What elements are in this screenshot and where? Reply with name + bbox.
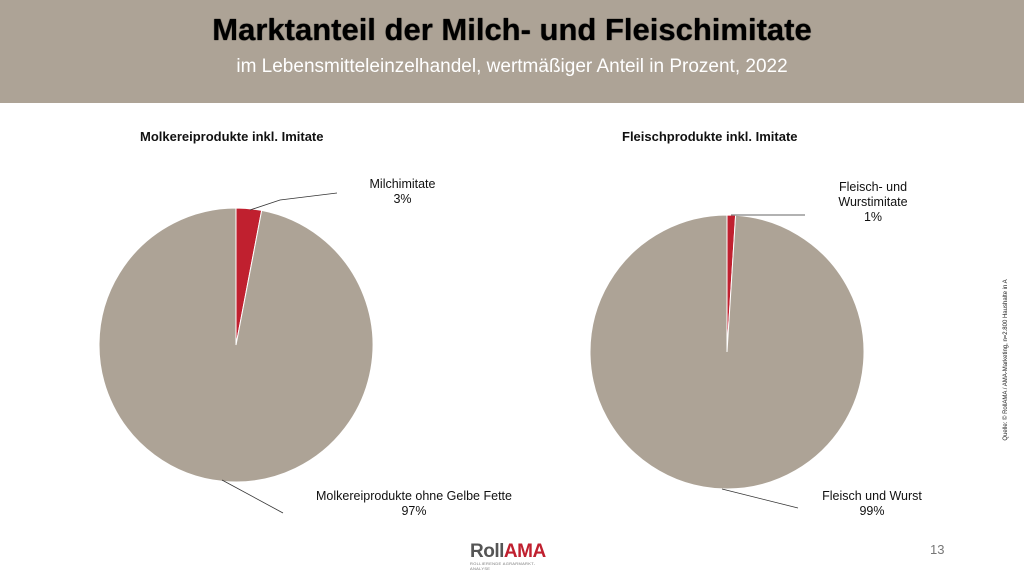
page-subtitle: im Lebensmitteleinzelhandel, wertmäßiger… — [236, 56, 788, 77]
chart-title-dairy: Molkereiprodukte inkl. Imitate — [140, 129, 324, 144]
slice-value: 97% — [401, 504, 427, 518]
pie-slice-0-1 — [98, 207, 374, 483]
slice-value: 1% — [863, 210, 883, 224]
header-banner: Marktanteil der Milch- und Fleischimitat… — [0, 0, 1024, 103]
pie-chart-dairy — [98, 192, 374, 514]
pie-chart-meat — [589, 214, 865, 509]
slice-name: Milchimitate — [369, 177, 436, 191]
slice-name: Fleisch und Wurst — [822, 489, 922, 503]
slice-label-meat-imitations: Fleisch- und Wurstimitate 1% — [818, 180, 928, 225]
slice-label-meat-products: Fleisch und Wurst 99% — [812, 489, 932, 519]
pie-slice-1-1 — [589, 214, 865, 490]
slice-label-dairy-products: Molkereiprodukte ohne Gelbe Fette 97% — [296, 489, 532, 519]
slice-value: 3% — [393, 192, 412, 206]
page-title: Marktanteil der Milch- und Fleischimitat… — [212, 12, 812, 47]
slice-label-milk-imitations: Milchimitate 3% — [350, 177, 455, 207]
logo-ama: AMA — [503, 541, 546, 562]
logo-tagline: ROLLIERENDE AGRARMARKT-ANALYSE — [470, 561, 536, 571]
source-note: Quelle: © RollAMA / AMA-Marketing, n=2.8… — [1003, 279, 1009, 441]
chart-title-meat: Fleischprodukte inkl. Imitate — [622, 129, 798, 144]
logo-roll: Roll — [470, 541, 504, 562]
rollama-logo: RollAMA — [470, 541, 546, 563]
slice-name: Molkereiprodukte ohne Gelbe Fette — [316, 489, 512, 503]
leader-line-0-0 — [249, 192, 338, 211]
leader-line-1-1 — [721, 488, 799, 509]
page-number: 13 — [930, 542, 945, 557]
leader-line-0-1 — [221, 479, 284, 514]
slice-value: 99% — [859, 504, 885, 518]
slice-name: Fleisch- und Wurstimitate — [838, 180, 908, 209]
